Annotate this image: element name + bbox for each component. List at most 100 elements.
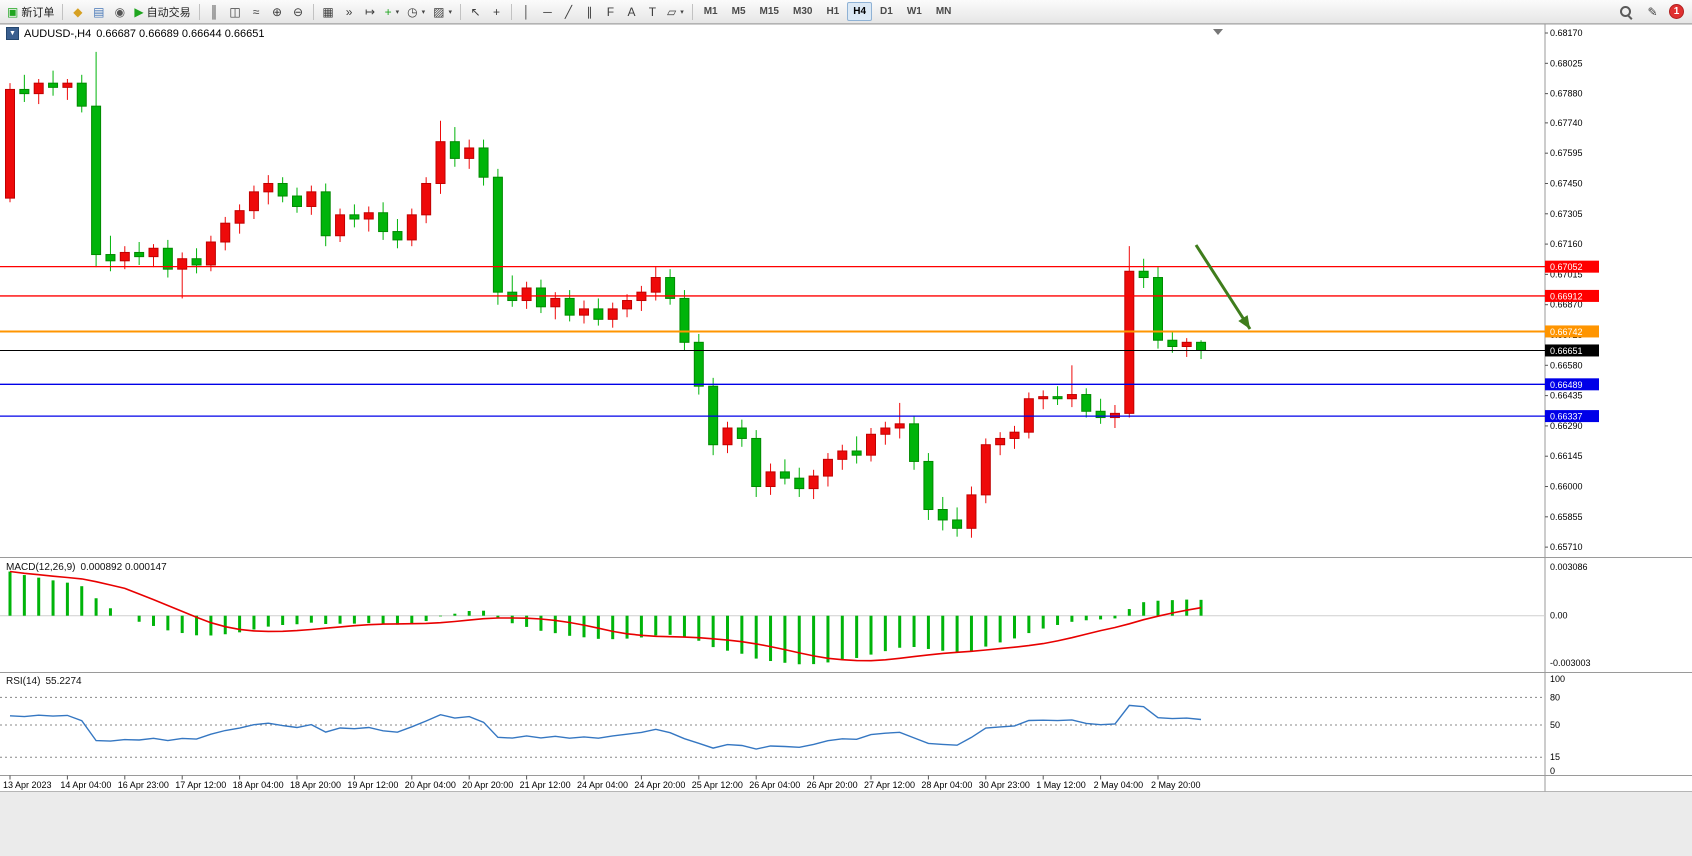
chart-canvas[interactable]: 0.68170 0.68025 0.67880 0.67740 0.67595 0.674… [0, 24, 1692, 856]
symbol-dropdown-icon[interactable]: ▼ [6, 27, 19, 40]
candle-body [435, 141, 446, 184]
crosshair-button[interactable]: + [486, 2, 507, 22]
time-axis-label: 18 Apr 20:00 [290, 780, 341, 790]
ohlc-values: 0.66687 0.66689 0.66644 0.66651 [96, 27, 265, 40]
data-window-button[interactable]: ▤ [88, 2, 109, 22]
navigator-icon: ◉ [114, 4, 126, 19]
tile-windows-icon: ▦ [322, 4, 334, 19]
line-chart-icon: ≈ [252, 4, 260, 19]
candle-body [91, 105, 102, 256]
fibonacci-icon: F [606, 4, 615, 19]
candle-body [679, 297, 690, 343]
edit-button[interactable]: ✎ [1642, 2, 1663, 22]
candle-body [923, 460, 934, 511]
candle-body [650, 277, 661, 293]
candle-body [550, 297, 561, 308]
candle-body [205, 241, 216, 266]
price-axis-label: 0.67740 [1550, 118, 1583, 128]
indicators-button[interactable]: + ▾ [381, 2, 404, 22]
price-tag-label: 0.66742 [1550, 327, 1583, 337]
toolbar-separator [312, 3, 314, 20]
navigator-button[interactable]: ◉ [109, 2, 130, 22]
dropdown-caret-icon: ▾ [395, 8, 400, 16]
candle-body [1038, 396, 1049, 400]
fibonacci-button[interactable]: F [600, 2, 621, 22]
candle-body [622, 300, 633, 310]
zoom-out-button[interactable]: ⊖ [288, 2, 309, 22]
candle-body [1138, 270, 1149, 279]
shapes-button[interactable]: ▱ ▾ [663, 2, 688, 22]
edit-icon: ✎ [1647, 4, 1658, 19]
bottom-strip [0, 792, 1692, 856]
trendline-button[interactable]: ╱ [558, 2, 579, 22]
price-tag-label: 0.67052 [1550, 262, 1583, 272]
timeframe-d1-button[interactable]: D1 [880, 6, 893, 17]
candle-body [966, 494, 977, 529]
time-axis-label: 26 Apr 04:00 [749, 780, 800, 790]
candle-body [851, 450, 862, 456]
candlestick-chart-button[interactable]: ◫ [225, 2, 246, 22]
price-tag-label: 0.66337 [1550, 412, 1583, 422]
zoom-in-button[interactable]: ⊕ [267, 2, 288, 22]
market-watch-button[interactable]: ◆ [67, 2, 88, 22]
candle-body [449, 141, 460, 159]
timeframe-h1-button[interactable]: H1 [826, 6, 840, 17]
indicators-icon: + [384, 4, 392, 19]
rsi-scale-label: 100 [1550, 674, 1565, 684]
new-order-button[interactable]: ▣ 新订单 [3, 2, 58, 22]
chart-shift-icon: ↦ [365, 4, 376, 19]
toolbar-right-group: ✎ 1 [1615, 2, 1689, 22]
tile-windows-button[interactable]: ▦ [318, 2, 339, 22]
price-tag-label: 0.66912 [1550, 291, 1583, 301]
trend-arrow[interactable] [1194, 244, 1252, 330]
candle-body [1066, 394, 1077, 400]
candle-body [1124, 270, 1135, 414]
candle-body [148, 247, 159, 258]
bar-chart-button[interactable]: ║ [204, 2, 225, 22]
autotrading-button[interactable]: ▶ 自动交易 [130, 2, 194, 22]
timeframe-h4-button[interactable]: H4 [847, 2, 873, 21]
price-tag [1545, 325, 1599, 338]
templates-button[interactable]: ▨ ▾ [429, 2, 456, 22]
timeframe-m5-button[interactable]: M5 [731, 6, 746, 17]
symbol-period-label: AUDUSD-,H4 [24, 27, 92, 40]
label-button[interactable]: T [642, 2, 663, 22]
timeframe-w1-button[interactable]: W1 [906, 6, 922, 17]
candle-body [1153, 277, 1163, 341]
candle-body [665, 277, 676, 299]
chart-title: ▼ AUDUSD-,H4 0.66687 0.66689 0.66644 0.6… [6, 27, 264, 40]
cursor-button[interactable]: ↖ [465, 2, 486, 22]
search-button[interactable] [1615, 2, 1636, 22]
timeframe-group: M1 M5 M15 M30 H1 H4 D1 W1 MN [697, 2, 959, 21]
time-axis-label: 13 Apr 2023 [3, 780, 52, 790]
candle-body [909, 423, 920, 462]
channel-button[interactable]: ∥ [579, 2, 600, 22]
horizontal-line-button[interactable]: ─ [537, 2, 558, 22]
vertical-line-button[interactable]: │ [516, 2, 537, 22]
candle-body [808, 475, 819, 490]
line-chart-button[interactable]: ≈ [246, 2, 267, 22]
toolbar-separator [198, 3, 200, 20]
timeframe-m30-button[interactable]: M30 [792, 6, 813, 17]
chart-shift-marker[interactable] [1213, 29, 1223, 35]
price-tag [1545, 289, 1599, 302]
text-button[interactable]: A [621, 2, 642, 22]
notification-badge[interactable]: 1 [1669, 4, 1684, 19]
candle-body [492, 176, 503, 293]
rsi-line [9, 704, 1202, 750]
auto-scroll-button[interactable]: » [339, 2, 360, 22]
periods-button[interactable]: ◷ ▾ [403, 2, 429, 22]
timeframe-m15-button[interactable]: M15 [759, 6, 779, 17]
timeframe-m1-button[interactable]: M1 [703, 6, 718, 17]
time-axis-label: 20 Apr 20:00 [462, 780, 513, 790]
candle-body [995, 437, 1006, 446]
toolbar-separator [510, 3, 512, 20]
timeframe-mn-button[interactable]: MN [935, 6, 952, 17]
autotrading-icon: ▶ [134, 4, 144, 19]
crosshair-icon: + [492, 4, 500, 19]
price-axis-label: 0.66145 [1550, 451, 1583, 461]
candle-body [177, 258, 188, 270]
chart-shift-button[interactable]: ↦ [360, 2, 381, 22]
candle-body [478, 147, 489, 178]
time-axis-label: 16 Apr 23:00 [118, 780, 169, 790]
